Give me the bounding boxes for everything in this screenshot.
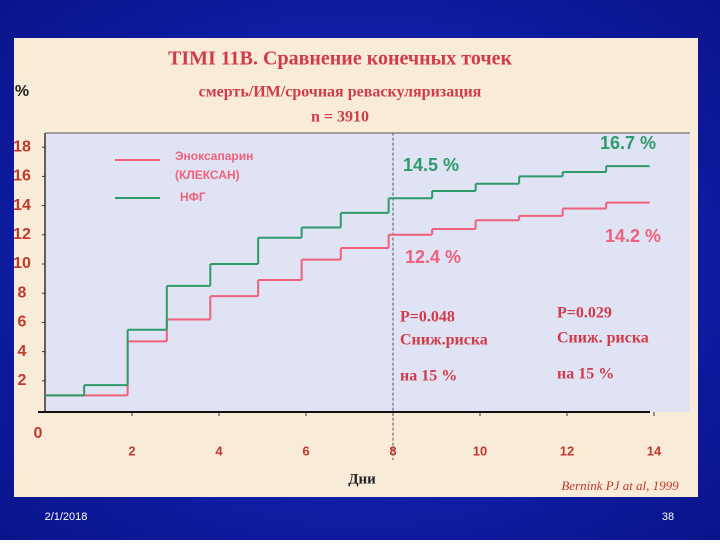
annotation: на 15 %	[557, 366, 614, 383]
legend-label: НФГ	[180, 190, 206, 204]
x-tick-label: 12	[560, 443, 574, 458]
y-tick-label: 8	[18, 284, 27, 301]
y-tick-label: 4	[18, 343, 27, 360]
annotation: 14.5 %	[403, 155, 459, 175]
annotation: P=0.029	[557, 305, 612, 322]
y-tick-label: 12	[13, 226, 31, 243]
zero-label: 0	[34, 425, 43, 442]
x-tick-label: 8	[389, 443, 396, 458]
y-tick-label: 14	[13, 197, 31, 214]
footer-date: 2/1/2018	[45, 511, 88, 523]
x-tick-label: 10	[473, 443, 487, 458]
footer-page: 38	[662, 511, 674, 523]
y-tick-label: 16	[13, 168, 31, 185]
annotation: 16.7 %	[600, 133, 656, 153]
x-axis-label: Дни	[348, 471, 376, 487]
legend-label: Эноксапарин (КЛЕКСАН)	[175, 149, 253, 182]
annotation: на 15 %	[400, 368, 457, 385]
y-tick-label: 6	[18, 314, 27, 331]
y-tick-label: 10	[13, 255, 31, 272]
annotation: Сниж. риска	[557, 330, 649, 347]
chart-title: TIMI 11B. Сравнение конечных точек	[168, 48, 512, 70]
x-tick-label: 6	[302, 443, 309, 458]
x-tick-label: 2	[128, 443, 135, 458]
annotation: P=0.048	[400, 309, 455, 326]
plot-area	[45, 133, 690, 412]
sample-size: n = 3910	[311, 109, 369, 126]
y-tick-label: 2	[18, 372, 27, 389]
chart-subtitle: смерть/ИМ/срочная реваскуляризация	[199, 84, 482, 101]
x-tick-label: 14	[647, 443, 662, 458]
annotation: Сниж.риска	[400, 332, 488, 349]
annotation: 14.2 %	[605, 226, 661, 246]
y-tick-label: 18	[13, 138, 31, 155]
annotation: 12.4 %	[405, 247, 461, 267]
y-axis-label: %	[15, 83, 29, 100]
source: Bernink PJ at al, 1999	[561, 478, 679, 493]
x-tick-label: 4	[215, 443, 223, 458]
